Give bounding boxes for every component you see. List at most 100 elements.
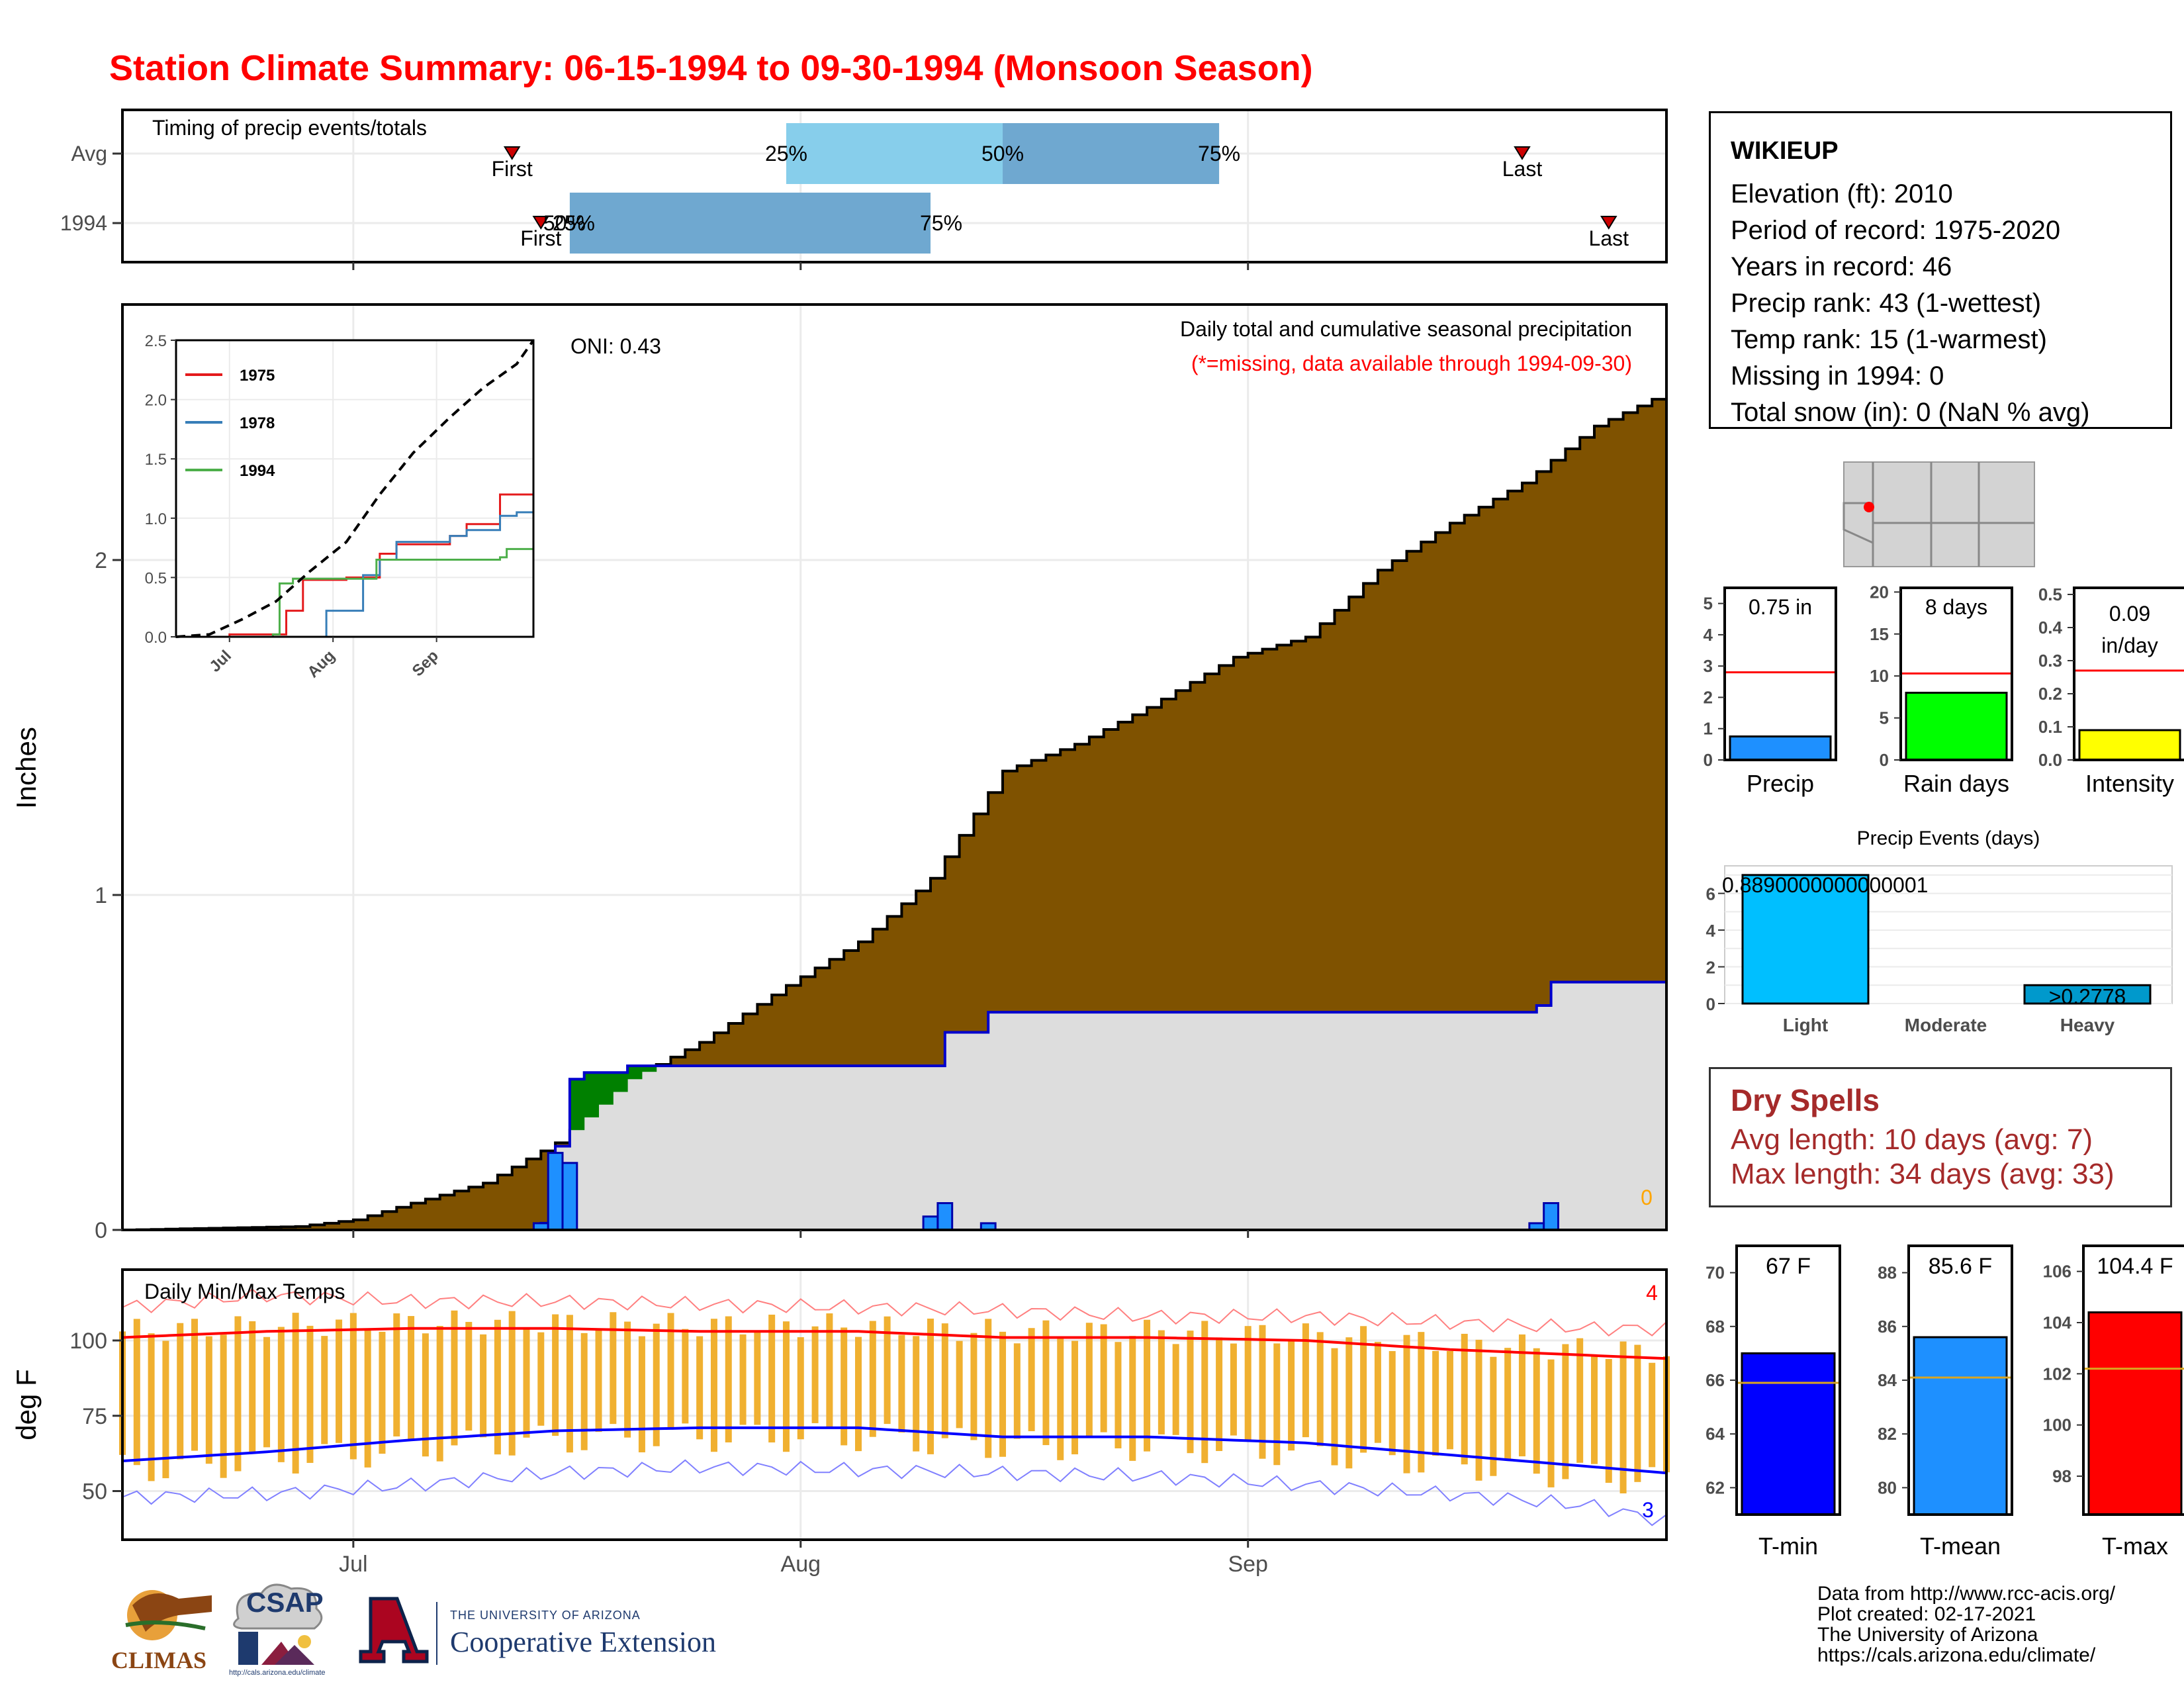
daily-temp-bar xyxy=(1259,1325,1266,1459)
record-high-line xyxy=(122,1288,1667,1336)
tsum-ytick-label: 64 xyxy=(1706,1424,1725,1444)
daily-temp-bar xyxy=(494,1319,501,1455)
daily-temp-bar xyxy=(826,1313,833,1427)
daily-temp-bar xyxy=(913,1336,920,1452)
precip-subtitle: (*=missing, data available through 1994-… xyxy=(1191,352,1632,375)
daily-temp-bar xyxy=(263,1336,271,1448)
timing-row-label: Avg xyxy=(71,142,107,165)
tsum-ytick-label: 84 xyxy=(1878,1370,1897,1390)
summary-panel-name: Intensity xyxy=(2085,770,2174,797)
daily-temp-bar xyxy=(927,1318,934,1454)
summary-ytick-label: 0.0 xyxy=(2038,750,2062,770)
daily-temp-bar xyxy=(1590,1356,1598,1464)
timing-avg-p75-label: 75% xyxy=(1198,142,1240,165)
daily-temp-bar xyxy=(1244,1326,1251,1440)
inset-legend-label: 1978 xyxy=(240,414,275,432)
precip-title: Daily total and cumulative seasonal prec… xyxy=(1180,317,1632,341)
summary-value-label: 8 days xyxy=(1925,595,1987,619)
inset-ytick-label: 2.0 xyxy=(145,392,167,410)
summary-bar-1 xyxy=(1905,692,2008,761)
daily-temp-bar xyxy=(869,1321,876,1437)
daily-temp-bar xyxy=(1100,1324,1107,1432)
summary-panel-border xyxy=(2073,586,2184,761)
timing-obs-p25-label: 25% xyxy=(553,211,595,235)
daily-temp-bar xyxy=(1490,1356,1497,1476)
tsum-ytick-label: 88 xyxy=(1878,1263,1897,1283)
daily-temp-bar xyxy=(220,1335,227,1478)
dry-spells-box: Dry Spells Avg length: 10 days (avg: 7) … xyxy=(1709,1067,2172,1207)
summary-ytick-label: 0 xyxy=(1704,750,1713,770)
daily-temp-bar xyxy=(1504,1348,1512,1460)
daily-temp-bar xyxy=(1461,1333,1468,1465)
daily-temp-bar xyxy=(277,1327,285,1462)
timing-avg-last-label: Last xyxy=(1502,157,1543,181)
daily-temp-bar xyxy=(811,1326,819,1423)
summary-ytick-label: 3 xyxy=(1704,656,1713,676)
daily-temp-bar xyxy=(580,1333,588,1450)
summary-ytick-label: 0.3 xyxy=(2038,651,2062,671)
daily-temp-bar xyxy=(941,1323,948,1438)
daily-temp-bar xyxy=(191,1319,199,1451)
temp-ytick-label: 100 xyxy=(69,1329,107,1354)
daily-temp-bar xyxy=(133,1319,140,1466)
daily-temp-bar xyxy=(1403,1335,1410,1474)
footer-created: Plot created: 02-17-2021 xyxy=(1817,1603,2036,1625)
tsum-value-label: 67 F xyxy=(1766,1254,1811,1279)
ua-extension: Cooperative Extension xyxy=(450,1626,717,1658)
summary-value-label: 0.75 in xyxy=(1749,595,1812,619)
timing-avg-first-label: First xyxy=(492,157,533,181)
daily-temp-bar xyxy=(349,1313,357,1460)
timing-obs-last-marker xyxy=(1600,216,1617,230)
daily-temp-bar xyxy=(624,1321,631,1438)
climas-logo xyxy=(125,1590,212,1640)
station-snow: Total snow (in): 0 (NaN % avg) xyxy=(1731,398,2090,427)
daily-temp-bar xyxy=(1028,1328,1035,1432)
tsum-ytick-label: 100 xyxy=(2043,1415,2071,1435)
daily-precip-bar xyxy=(1543,1202,1559,1231)
daily-temp-bar xyxy=(1187,1331,1194,1454)
daily-temp-bar xyxy=(306,1325,314,1463)
summary-ytick-label: 0 xyxy=(1880,750,1889,770)
summary-ytick-label: 20 xyxy=(1870,582,1889,602)
tsum-value-label: 104.4 F xyxy=(2097,1254,2173,1279)
summary-panel-border xyxy=(1723,586,1837,761)
daily-temp-bar xyxy=(985,1319,992,1458)
inset-bg xyxy=(176,340,533,637)
tsum-panel-name: T-min xyxy=(1758,1532,1818,1560)
summary-value-unit: in/day xyxy=(2101,633,2158,657)
tsum-panel-border xyxy=(2082,1244,2184,1516)
timing-obs-p50-label: 50% xyxy=(543,211,586,235)
summary-ytick-label: 0.5 xyxy=(2038,585,2062,604)
tsum-value-label: 85.6 F xyxy=(1929,1254,1992,1279)
surplus-segment xyxy=(627,1066,643,1080)
daily-temp-bar xyxy=(1230,1343,1237,1436)
daily-temp-bar xyxy=(422,1333,429,1457)
tsum-ytick-label: 66 xyxy=(1706,1370,1725,1390)
daily-temp-bar xyxy=(177,1323,184,1460)
summary-ytick-label: 10 xyxy=(1870,666,1889,686)
ua-name: THE UNIVERSITY OF ARIZONA xyxy=(450,1609,641,1622)
summary-panel-bg xyxy=(1725,588,1836,760)
daily-temp-bar xyxy=(1374,1342,1381,1443)
daily-temp-bar xyxy=(696,1336,704,1440)
events-light-label: 0.8890000000000001 xyxy=(1722,873,1928,897)
surplus-segment xyxy=(569,1079,585,1131)
avg-tmin-line xyxy=(122,1426,1667,1475)
daily-temp-bar xyxy=(1475,1339,1482,1481)
tsum-bar-1 xyxy=(1913,1336,2008,1516)
timing-avg-box-upper xyxy=(1003,123,1220,184)
precip-ytick-label: 1 xyxy=(95,883,107,908)
station-location-dot xyxy=(1864,502,1874,512)
timing-obs-first-marker xyxy=(532,216,550,230)
station-name: WIKIEUP xyxy=(1731,137,1839,165)
timing-avg-first-marker xyxy=(503,146,521,160)
station-missing: Missing in 1994: 0 xyxy=(1731,361,1944,391)
daily-temp-bar xyxy=(841,1327,848,1446)
daily-temp-bar xyxy=(537,1332,545,1426)
daily-temp-bar xyxy=(451,1310,458,1446)
summary-ytick-label: 4 xyxy=(1704,625,1713,645)
daily-temp-bar xyxy=(1432,1350,1439,1456)
daily-temp-bar xyxy=(1013,1343,1021,1439)
daily-temp-bar xyxy=(610,1312,617,1425)
